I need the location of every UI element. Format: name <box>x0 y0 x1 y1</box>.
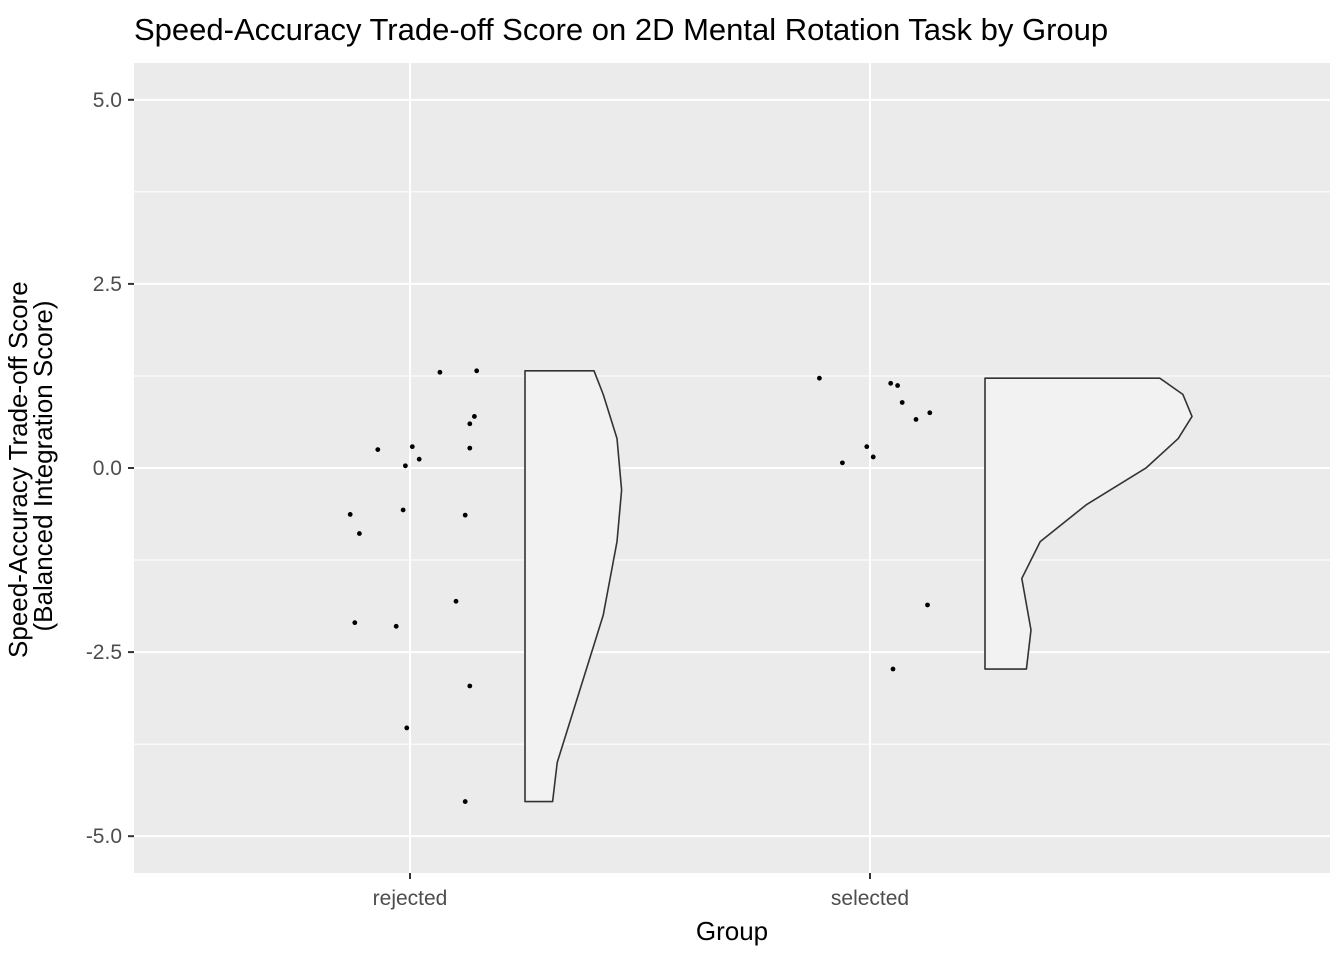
data-point-selected <box>913 417 919 422</box>
x-axis: rejected selected <box>373 873 909 910</box>
data-point-rejected <box>416 456 422 462</box>
data-point-rejected <box>357 531 362 536</box>
data-point-selected <box>870 454 876 460</box>
data-point-rejected <box>409 444 415 450</box>
data-point-selected <box>899 400 905 405</box>
data-point-selected <box>817 375 822 381</box>
data-point-rejected <box>347 511 353 517</box>
data-point-rejected <box>474 368 480 374</box>
y-axis: -5.0 -2.5 0.0 2.5 5.0 <box>86 89 134 848</box>
y-axis-title-line-2: (Balanced Integration Score) <box>28 301 58 632</box>
y-tick-label: 0.0 <box>93 457 122 480</box>
data-point-rejected <box>472 414 477 419</box>
data-point-rejected <box>453 598 459 604</box>
y-axis-title-line-1: Speed-Accuracy Trade-off Score <box>3 281 33 658</box>
data-point-rejected <box>400 507 406 513</box>
violin-selected <box>984 377 1193 670</box>
data-point-rejected <box>437 369 443 375</box>
y-tick-label: -2.5 <box>86 641 122 664</box>
data-point-rejected <box>462 799 468 804</box>
y-tick-label: -5.0 <box>86 825 122 848</box>
data-point-rejected <box>403 463 408 469</box>
x-tick-label-selected: selected <box>831 887 909 910</box>
data-point-selected <box>895 383 900 388</box>
data-point-rejected <box>467 445 473 451</box>
data-point-selected <box>890 666 896 672</box>
plot-panel <box>134 63 1330 873</box>
data-point-rejected <box>352 620 358 626</box>
x-axis-title: Group <box>696 916 768 946</box>
data-point-rejected <box>462 512 468 518</box>
chart-title: Speed-Accuracy Trade-off Score on 2D Men… <box>134 12 1108 47</box>
y-tick-label: 2.5 <box>93 273 122 296</box>
y-axis-title: Speed-Accuracy Trade-off Score (Balanced… <box>3 274 58 658</box>
data-point-selected <box>864 444 870 450</box>
data-point-rejected <box>393 623 399 629</box>
violin-rejected <box>524 370 623 803</box>
data-point-rejected <box>467 683 473 689</box>
data-point-selected <box>925 602 930 608</box>
data-point-rejected <box>404 725 410 731</box>
data-point-rejected <box>375 447 381 452</box>
x-tick-label-rejected: rejected <box>373 887 448 910</box>
data-point-selected <box>927 410 933 416</box>
y-tick-label: 5.0 <box>93 89 122 112</box>
data-point-selected <box>840 460 845 466</box>
data-point-selected <box>888 380 894 386</box>
data-point-rejected <box>467 421 473 427</box>
